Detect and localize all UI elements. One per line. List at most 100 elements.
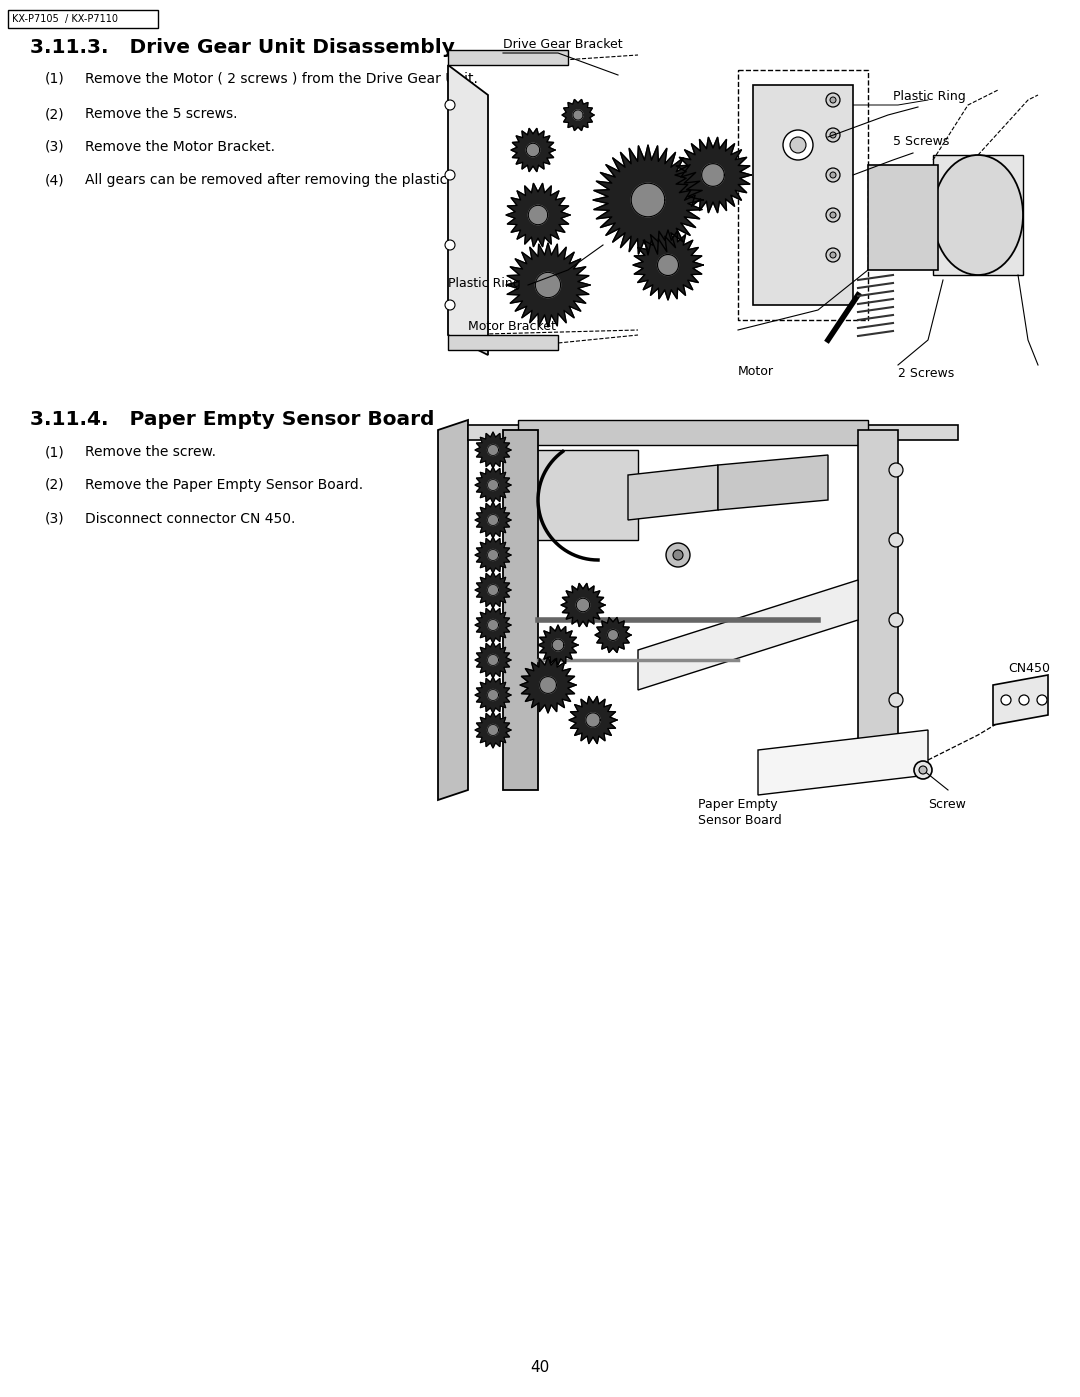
Text: (2): (2) <box>45 108 65 122</box>
Polygon shape <box>569 696 617 743</box>
Circle shape <box>445 300 455 310</box>
Polygon shape <box>518 450 638 541</box>
Polygon shape <box>487 619 499 630</box>
Circle shape <box>826 249 840 263</box>
Polygon shape <box>675 137 751 212</box>
Text: Motor Bracket: Motor Bracket <box>468 320 556 332</box>
Polygon shape <box>448 335 558 351</box>
Circle shape <box>919 766 927 774</box>
Text: All gears can be removed after removing the plastic ring.: All gears can be removed after removing … <box>85 173 483 187</box>
Polygon shape <box>633 231 703 300</box>
Text: Remove the Motor Bracket.: Remove the Motor Bracket. <box>85 140 275 154</box>
Polygon shape <box>487 584 499 595</box>
Circle shape <box>445 101 455 110</box>
Polygon shape <box>585 712 600 726</box>
Polygon shape <box>475 502 511 538</box>
Polygon shape <box>638 580 858 690</box>
Circle shape <box>889 613 903 627</box>
Text: Remove the 5 screws.: Remove the 5 screws. <box>85 108 238 122</box>
Text: Remove the Motor ( 2 screws ) from the Drive Gear Unit.: Remove the Motor ( 2 screws ) from the D… <box>85 73 477 87</box>
Polygon shape <box>519 657 576 712</box>
Polygon shape <box>595 617 631 652</box>
Text: Motor: Motor <box>738 365 774 379</box>
FancyBboxPatch shape <box>8 10 158 28</box>
Text: Plastic Ring: Plastic Ring <box>448 277 521 291</box>
Circle shape <box>1001 694 1011 705</box>
Polygon shape <box>702 163 725 186</box>
Polygon shape <box>993 675 1048 725</box>
Text: (3): (3) <box>45 511 65 527</box>
Polygon shape <box>475 536 511 573</box>
Polygon shape <box>933 155 1023 275</box>
Circle shape <box>826 129 840 142</box>
Circle shape <box>826 168 840 182</box>
Text: 3.11.4.   Paper Empty Sensor Board: 3.11.4. Paper Empty Sensor Board <box>30 409 434 429</box>
Polygon shape <box>753 85 853 305</box>
Circle shape <box>826 208 840 222</box>
Polygon shape <box>507 243 590 327</box>
Polygon shape <box>475 643 511 678</box>
Circle shape <box>889 693 903 707</box>
Polygon shape <box>487 655 499 665</box>
Circle shape <box>673 550 683 560</box>
Text: Screw: Screw <box>928 798 966 812</box>
Polygon shape <box>538 624 578 665</box>
Polygon shape <box>487 725 499 735</box>
Polygon shape <box>562 99 594 130</box>
Polygon shape <box>593 145 703 256</box>
Text: CN450: CN450 <box>1008 662 1050 675</box>
Polygon shape <box>487 549 499 560</box>
Circle shape <box>1037 694 1047 705</box>
Polygon shape <box>577 598 590 612</box>
Polygon shape <box>528 205 548 225</box>
Circle shape <box>445 170 455 180</box>
Polygon shape <box>487 514 499 525</box>
Circle shape <box>831 96 836 103</box>
Ellipse shape <box>933 155 1023 275</box>
Circle shape <box>831 212 836 218</box>
Polygon shape <box>487 479 499 490</box>
Polygon shape <box>758 731 928 795</box>
Circle shape <box>826 94 840 108</box>
Polygon shape <box>658 254 678 275</box>
Polygon shape <box>468 425 958 440</box>
Text: (3): (3) <box>45 140 65 154</box>
Circle shape <box>789 137 806 154</box>
Text: Remove the Paper Empty Sensor Board.: Remove the Paper Empty Sensor Board. <box>85 478 363 492</box>
Text: KX-P7105  / KX-P7110: KX-P7105 / KX-P7110 <box>12 14 118 24</box>
Polygon shape <box>627 465 718 520</box>
Circle shape <box>889 462 903 476</box>
Text: 5 Screws: 5 Screws <box>893 136 949 148</box>
Text: (1): (1) <box>45 73 65 87</box>
Polygon shape <box>868 165 939 270</box>
Polygon shape <box>540 676 556 693</box>
Polygon shape <box>518 420 868 446</box>
Circle shape <box>831 251 836 258</box>
Polygon shape <box>573 110 583 120</box>
Text: 2 Screws: 2 Screws <box>897 367 955 380</box>
Circle shape <box>783 130 813 161</box>
Polygon shape <box>561 584 605 627</box>
Polygon shape <box>448 50 568 66</box>
Polygon shape <box>475 608 511 643</box>
Polygon shape <box>475 432 511 468</box>
Polygon shape <box>475 712 511 747</box>
Text: Paper Empty
Sensor Board: Paper Empty Sensor Board <box>698 798 782 827</box>
Circle shape <box>445 240 455 250</box>
Circle shape <box>831 131 836 138</box>
Text: 3.11.3.   Drive Gear Unit Disassembly: 3.11.3. Drive Gear Unit Disassembly <box>30 38 455 57</box>
Text: (1): (1) <box>45 446 65 460</box>
Text: Plastic Ring: Plastic Ring <box>893 89 966 103</box>
Polygon shape <box>487 444 499 455</box>
Text: Remove the screw.: Remove the screw. <box>85 446 216 460</box>
Polygon shape <box>511 129 555 172</box>
Text: (4): (4) <box>45 173 65 187</box>
Polygon shape <box>718 455 828 510</box>
Polygon shape <box>507 183 570 247</box>
Polygon shape <box>503 430 538 789</box>
Polygon shape <box>487 690 499 700</box>
Circle shape <box>1020 694 1029 705</box>
Circle shape <box>831 172 836 177</box>
Circle shape <box>889 534 903 548</box>
Text: 40: 40 <box>530 1359 550 1375</box>
